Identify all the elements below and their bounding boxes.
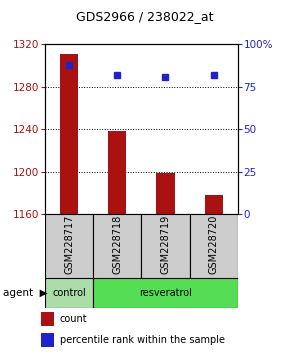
Text: GDS2966 / 238022_at: GDS2966 / 238022_at bbox=[76, 10, 214, 23]
Text: percentile rank within the sample: percentile rank within the sample bbox=[60, 335, 225, 345]
Bar bbox=[45, 278, 93, 308]
Bar bbox=[60, 54, 78, 214]
Bar bbox=[93, 214, 142, 278]
Bar bbox=[141, 214, 190, 278]
Text: GSM228719: GSM228719 bbox=[160, 215, 171, 274]
Bar bbox=[204, 195, 223, 214]
Bar bbox=[156, 173, 175, 214]
Text: GSM228720: GSM228720 bbox=[209, 215, 219, 274]
Text: control: control bbox=[52, 288, 86, 298]
Text: GSM228717: GSM228717 bbox=[64, 215, 74, 274]
Text: resveratrol: resveratrol bbox=[139, 288, 192, 298]
Bar bbox=[108, 131, 126, 214]
Bar bbox=[41, 312, 54, 326]
Bar bbox=[41, 333, 54, 347]
Text: GSM228718: GSM228718 bbox=[112, 215, 122, 274]
Bar bbox=[190, 214, 238, 278]
Text: agent  ▶: agent ▶ bbox=[3, 288, 48, 298]
Bar bbox=[45, 214, 93, 278]
Bar bbox=[93, 278, 238, 308]
Text: count: count bbox=[60, 314, 88, 324]
